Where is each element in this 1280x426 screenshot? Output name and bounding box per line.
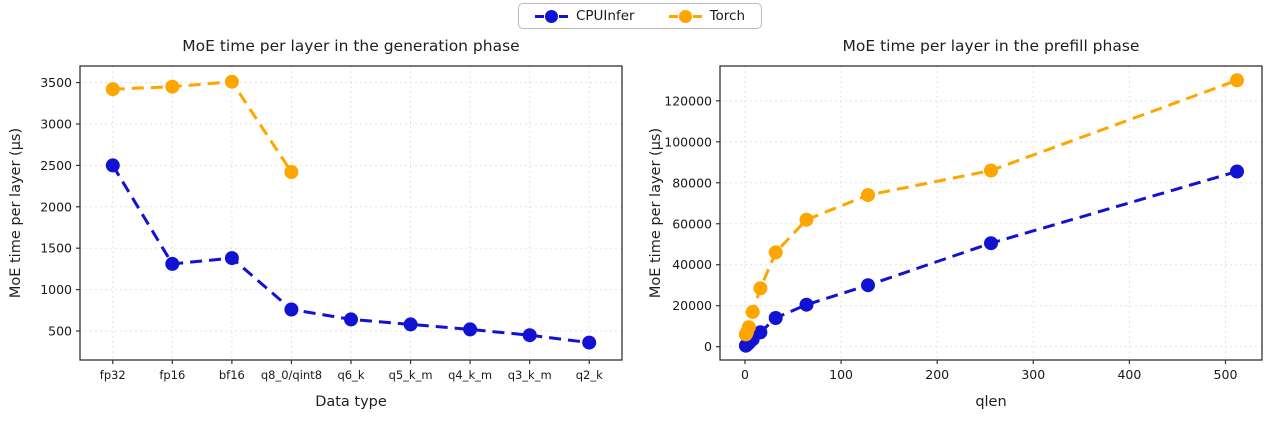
data-point-cpuinfer [224, 251, 239, 266]
data-point-torch [984, 163, 998, 178]
generation-phase-chart: 500 1000 1500 2000 2500 3000 3500 fp32 fp16 bf16 q… [8, 37, 623, 410]
y-tick-label: 40000 [672, 257, 712, 272]
y-tick-label: 20000 [672, 298, 712, 313]
data-point-cpuinfer [768, 311, 783, 325]
legend: CPUInfer Torch [517, 3, 763, 29]
y-axis-label: MoE time per layer (µs) [648, 128, 664, 298]
data-point-torch [224, 74, 239, 89]
x-tick-label: 300 [1021, 367, 1045, 382]
x-tick-label: q2_k [576, 368, 603, 382]
charts-row: 500 1000 1500 2000 2500 3000 3500 fp32 fp16 bf16 q… [0, 30, 1280, 422]
x-tick-label: 0 [741, 367, 749, 382]
x-tick-label: q8_0/qint8 [261, 368, 322, 382]
legend-item-torch: Torch [668, 8, 746, 24]
x-tick-label: q3_k_m [508, 368, 552, 382]
y-tick-label: 2000 [40, 199, 72, 214]
legend-item-cpuinfer: CPUInfer [534, 8, 635, 24]
y-tick-label: 120000 [664, 93, 712, 108]
y-axis: 500 1000 1500 2000 2500 3000 3500 [40, 75, 80, 339]
legend-dash-icon [534, 14, 544, 18]
x-tick-label: 200 [925, 367, 949, 382]
data-point-cpuinfer [165, 256, 180, 271]
x-axis: 0 100 200 300 400 500 [741, 360, 1237, 382]
legend-line-dot-marker [668, 9, 702, 23]
data-point-cpuinfer [105, 158, 120, 173]
gridlines [80, 66, 622, 360]
legend-label-cpuinfer: CPUInfer [575, 8, 635, 24]
legend-dot-icon [678, 9, 692, 23]
x-axis: fp32 fp16 bf16 q8_0/qint8 q6_k q5_k_m q4_k_m q3… [100, 360, 603, 382]
legend-line-dot-marker [534, 9, 568, 23]
prefill-phase-chart: 0 20000 40000 60000 80000 100000 120000 0 100 200… [648, 37, 1263, 410]
x-tick-label: fp16 [159, 368, 185, 382]
y-tick-label: 80000 [672, 175, 712, 190]
data-point-torch [741, 320, 756, 335]
x-tick-label: q6_k [337, 368, 364, 382]
y-tick-label: 60000 [672, 216, 712, 231]
data-point-torch [105, 82, 120, 97]
y-tick-label: 1000 [40, 282, 72, 297]
y-tick-label: 1500 [40, 241, 72, 256]
x-tick-label: bf16 [219, 368, 245, 382]
data-point-cpuinfer [753, 325, 768, 340]
data-point-cpuinfer [861, 278, 875, 293]
x-tick-label: q4_k_m [448, 368, 492, 382]
y-tick-label: 3000 [40, 116, 72, 131]
data-point-torch [799, 212, 814, 227]
x-tick-label: 100 [829, 367, 853, 382]
x-tick-label: q5_k_m [389, 368, 433, 382]
legend-label-torch: Torch [709, 8, 746, 24]
data-point-torch [753, 281, 768, 296]
x-axis-label: qlen [975, 394, 1006, 410]
y-tick-label: 0 [704, 339, 712, 354]
y-axis-label: MoE time per layer (µs) [8, 128, 24, 298]
data-point-cpuinfer [1230, 164, 1244, 179]
x-tick-label: fp32 [100, 368, 126, 382]
y-tick-label: 2500 [40, 158, 72, 173]
legend-dot-icon [544, 9, 558, 23]
data-point-torch [284, 165, 299, 179]
legend-dash-icon [692, 14, 702, 18]
data-point-torch [861, 188, 875, 203]
legend-dash-icon [668, 14, 678, 18]
data-point-torch [1230, 73, 1244, 88]
data-point-cpuinfer [284, 302, 299, 317]
legend-dash-icon [558, 14, 568, 18]
data-point-torch [165, 79, 180, 94]
data-point-torch [768, 245, 783, 260]
x-axis-label: Data type [315, 394, 387, 410]
series-line-cpuinfer [744, 170, 1238, 347]
data-point-cpuinfer [582, 335, 597, 350]
x-tick-label: 500 [1214, 367, 1238, 382]
data-point-cpuinfer [403, 317, 418, 332]
y-tick-label: 3500 [40, 75, 72, 90]
y-axis: 0 20000 40000 60000 80000 100000 120000 [664, 93, 720, 354]
series-line-torch [112, 80, 293, 173]
gridlines [720, 66, 1262, 360]
plot-border [719, 65, 1263, 361]
data-point-cpuinfer [344, 312, 358, 327]
series-line-torch [744, 78, 1238, 336]
data-point-torch [745, 304, 760, 319]
data-point-cpuinfer [522, 328, 537, 343]
data-point-cpuinfer [799, 297, 814, 312]
chart-title: MoE time per layer in the generation pha… [182, 37, 519, 55]
chart-title: MoE time per layer in the prefill phase [843, 37, 1140, 55]
y-tick-label: 100000 [664, 134, 712, 149]
y-tick-label: 500 [48, 324, 72, 339]
data-point-cpuinfer [463, 322, 478, 337]
x-tick-label: 400 [1117, 367, 1141, 382]
data-point-cpuinfer [984, 236, 998, 251]
